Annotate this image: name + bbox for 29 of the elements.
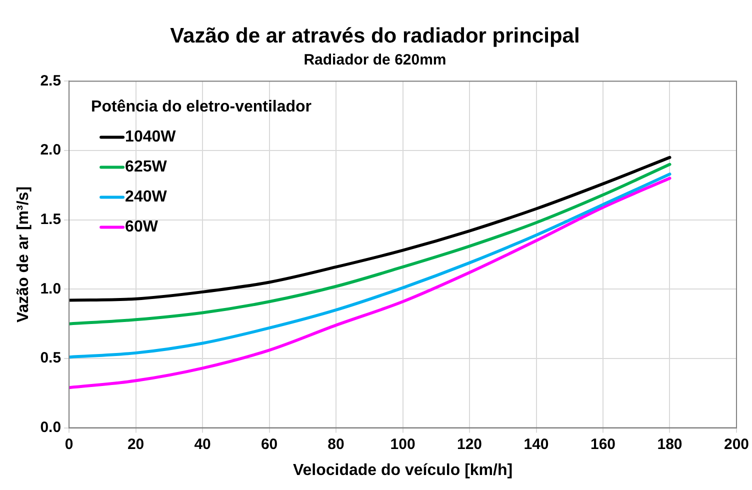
x-tick-label: 60 — [260, 436, 278, 453]
y-tick-label: 1.0 — [40, 280, 62, 298]
legend-title: Potência do eletro-ventilador — [91, 98, 312, 116]
y-axis-title: Vazão de ar [m³/s] — [15, 186, 32, 323]
y-tick-label: 0.5 — [40, 350, 62, 367]
line-series — [69, 176, 672, 390]
chart-title: Vazão de ar através do radiador principal — [170, 24, 580, 48]
line-series — [69, 156, 672, 302]
x-tick-label: 140 — [524, 436, 549, 453]
y-tick-label: 2.5 — [40, 72, 62, 90]
y-tick-label: 2.0 — [40, 142, 62, 159]
x-tick-label: 20 — [127, 436, 144, 453]
x-tick-label: 100 — [390, 436, 416, 453]
y-tick-label: 1.5 — [40, 210, 62, 228]
x-tick-label: 0 — [64, 436, 74, 453]
line-series — [69, 172, 672, 359]
chart-subtitle: Radiador de 620mm — [304, 51, 446, 68]
legend-label: 240W — [125, 188, 168, 206]
x-tick-label: 180 — [657, 436, 682, 453]
x-tick-label: 40 — [194, 436, 211, 453]
x-tick-label: 160 — [590, 436, 616, 453]
legend-label: 1040W — [125, 128, 177, 146]
legend-label: 625W — [125, 158, 168, 176]
legend-label: 60W — [125, 218, 159, 236]
x-tick-label: 120 — [456, 436, 482, 453]
x-tick-label: 200 — [724, 436, 749, 453]
y-tick-label: 0.0 — [40, 418, 62, 436]
x-tick-label: 80 — [328, 436, 344, 453]
x-axis-title: Velocidade do veículo [km/h] — [292, 462, 513, 479]
